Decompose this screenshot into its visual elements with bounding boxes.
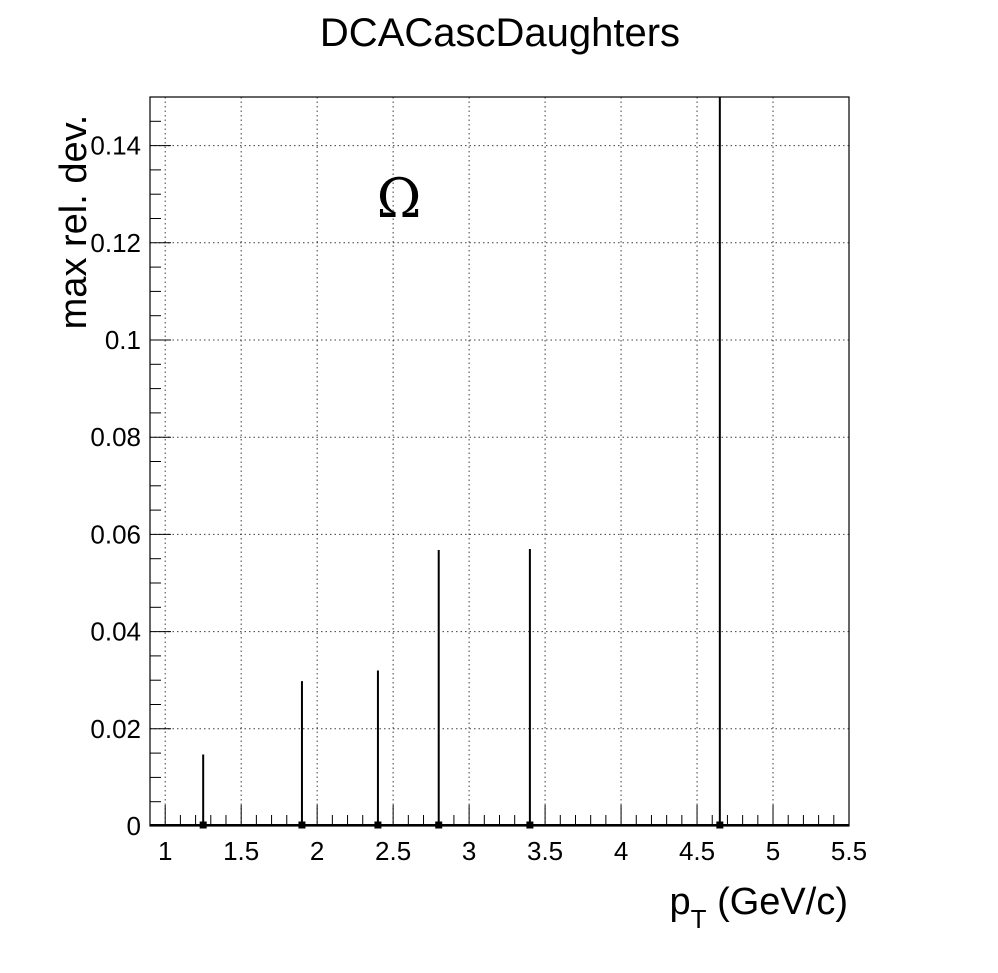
x-tick-label: 3	[462, 836, 476, 866]
x-tick-label: 5.5	[831, 836, 867, 866]
x-tick-label: 2.5	[375, 836, 411, 866]
plot-frame	[149, 96, 850, 827]
chart-title: DCACascDaughters	[320, 11, 680, 55]
data-point	[374, 821, 382, 829]
x-tick-label: 1.5	[223, 836, 259, 866]
data-series	[150, 97, 849, 829]
x-axis-label-unit: (GeV/c)	[707, 881, 848, 923]
axis-ticks	[149, 96, 850, 827]
y-tick-label: 0.12	[90, 228, 141, 258]
x-tick-label: 4	[614, 836, 628, 866]
x-tick-label: 2	[310, 836, 324, 866]
x-tick-label: 3.5	[527, 836, 563, 866]
y-tick-label: 0.06	[90, 519, 141, 549]
data-point	[526, 821, 534, 829]
y-tick-label: 0.02	[90, 714, 141, 744]
data-point	[435, 821, 443, 829]
grid	[150, 97, 849, 826]
y-tick-label: 0.14	[90, 131, 141, 161]
x-axis-label-sub: T	[691, 904, 707, 934]
data-point	[298, 821, 306, 829]
x-axis-label-main: p	[670, 881, 691, 923]
tick-labels: 1 1.5 2 2.5 3 3.5 4 4.5 5 5.5 0 0.02 0.04 0.06 0.08 0.1…	[90, 131, 867, 866]
y-tick-label: 0.08	[90, 422, 141, 452]
y-tick-label: 0.1	[105, 325, 141, 355]
y-axis-label: max rel. dev.	[53, 115, 95, 330]
y-tick-label: 0.04	[90, 617, 141, 647]
x-tick-label: 5	[766, 836, 780, 866]
data-point	[199, 821, 207, 829]
y-tick-label: 0	[127, 811, 141, 841]
omega-annotation: Ω	[377, 167, 422, 230]
data-point	[716, 821, 724, 829]
x-tick-label: 4.5	[679, 836, 715, 866]
x-axis-label: pT (GeV/c)	[670, 881, 849, 934]
x-tick-label: 1	[158, 836, 172, 866]
